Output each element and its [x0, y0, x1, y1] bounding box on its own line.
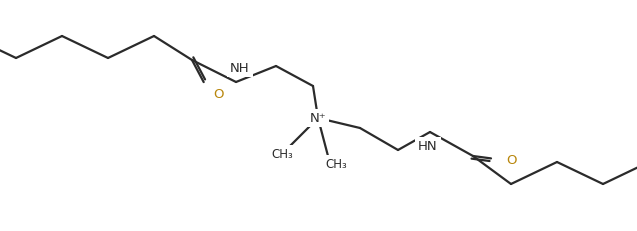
Text: HN: HN — [418, 140, 438, 152]
Text: N⁺: N⁺ — [310, 112, 326, 125]
Text: NH: NH — [230, 61, 250, 75]
Text: CH₃: CH₃ — [271, 148, 293, 161]
Text: CH₃: CH₃ — [325, 158, 347, 170]
Text: O: O — [507, 154, 517, 167]
Text: O: O — [214, 88, 224, 100]
